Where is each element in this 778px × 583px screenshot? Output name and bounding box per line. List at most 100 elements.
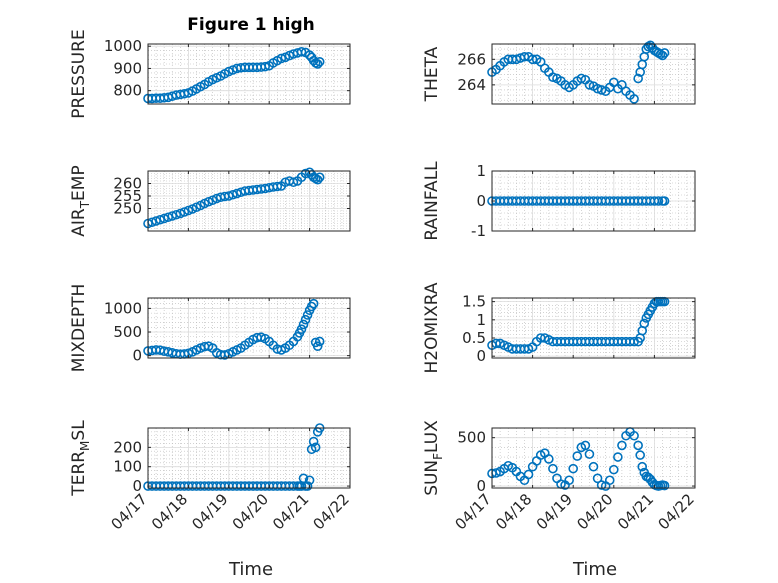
y-axis-label-part: F: [431, 453, 445, 460]
data-point: [314, 336, 325, 347]
y-axis-label-part: SUN: [422, 460, 442, 496]
y-axis-label-part: M: [78, 441, 92, 451]
panel-mixdepth: 0 500 1000 MIXDEPTH: [69, 284, 351, 373]
data-point: [548, 72, 558, 82]
y-tick-label: 0: [476, 192, 486, 210]
y-tick-label: 1.5: [462, 293, 486, 311]
data-point: [604, 475, 615, 486]
data-point: [300, 314, 311, 325]
data-point: [511, 54, 522, 65]
data-point: [304, 475, 315, 486]
data-point: [179, 88, 190, 99]
y-axis-label-part: EMP: [69, 165, 89, 201]
data-point: [653, 196, 664, 206]
data-point: [527, 54, 538, 65]
data-point: [302, 481, 313, 491]
data-point: [568, 463, 579, 474]
data-point: [219, 350, 230, 360]
data-point: [657, 50, 668, 61]
y-axis-label-sun_flux: SUNFLUX: [422, 420, 445, 496]
data-point: [584, 80, 595, 90]
y-tick-label: 100: [113, 458, 142, 476]
data-point: [572, 451, 583, 461]
y-tick-label: -1: [471, 222, 486, 240]
y-axis-label-part: LUX: [422, 420, 442, 453]
y-tick-label: 1: [476, 311, 486, 329]
data-point: [314, 172, 325, 183]
data-point: [523, 469, 534, 480]
data-point: [312, 341, 323, 351]
data-point: [639, 318, 650, 329]
y-tick-label: 800: [113, 82, 142, 100]
data-point: [298, 319, 309, 330]
data-point: [171, 209, 182, 220]
y-axis-label-h2omixra: H2OMIXRA: [422, 282, 442, 373]
data-point: [592, 83, 603, 94]
panel-h2omixra: 00.511.5 H2OMIXRA: [422, 282, 696, 374]
y-axis-label-pressure: PRESSURE: [69, 29, 89, 118]
x-axis-label-left: Time: [228, 559, 273, 580]
y-axis-label-part: T: [78, 200, 92, 209]
panel-rainfall: -1 0 1 RAINFALL: [422, 161, 696, 241]
y-axis-label-part: PRESSURE: [69, 29, 89, 118]
y-axis-label-mixdepth: MIXDEPTH: [69, 284, 89, 373]
data-point: [310, 442, 321, 453]
data-point: [580, 440, 591, 451]
y-tick-label: 260: [113, 175, 142, 193]
data-point: [588, 461, 599, 472]
y-axis-label-part: THETA: [422, 46, 442, 102]
plot-area: [492, 298, 695, 358]
axes-box: [491, 427, 696, 489]
y-axis-label-part: SL: [69, 420, 89, 441]
data-point: [633, 73, 643, 84]
data-point: [544, 454, 554, 464]
y-tick-label: 0: [476, 347, 486, 365]
panel-pressure: 800 900 1000 PRESSURE: [69, 29, 351, 119]
data-point: [548, 463, 558, 474]
y-tick-label: 0: [132, 347, 142, 365]
data-point: [276, 53, 287, 64]
y-tick-label: 500: [457, 429, 486, 447]
y-axis-label-part: TERR: [69, 451, 89, 497]
data-point: [296, 46, 307, 57]
data-point: [308, 298, 319, 309]
y-axis-label-part: MIXDEPTH: [69, 284, 89, 373]
axes-box: [491, 43, 696, 105]
data-point: [272, 181, 283, 192]
y-tick-label: 255: [113, 187, 142, 205]
data-point: [596, 480, 607, 490]
data-point: [596, 85, 607, 95]
y-axis-label-terr_msl: TERRMSL: [69, 420, 92, 497]
data-point: [564, 475, 574, 486]
data-point: [635, 450, 645, 460]
axes-box: [147, 43, 351, 105]
y-axis-label-part: RAINFALL: [422, 161, 442, 241]
data-point: [314, 56, 325, 67]
data-point: [637, 461, 648, 472]
y-tick-label: 1: [476, 162, 486, 180]
data-point: [629, 430, 639, 441]
data-point: [584, 449, 595, 459]
data-point: [308, 436, 319, 447]
x-axis-label-right: Time: [572, 559, 617, 580]
plot-area: [148, 44, 350, 104]
panel-theta: 264 266 THETA: [422, 40, 696, 105]
y-axis-label-rainfall: RAINFALL: [422, 161, 442, 241]
data-point: [608, 464, 619, 475]
data-point: [659, 48, 670, 58]
data-point: [617, 440, 627, 451]
data-point: [633, 440, 643, 451]
axes-box: [147, 170, 351, 232]
data-point: [260, 61, 270, 72]
axes-box: [147, 427, 351, 489]
y-tick-label: 200: [113, 438, 142, 456]
y-tick-label: 500: [113, 323, 142, 341]
axes-box: [491, 297, 696, 359]
y-axis-label-air_temp: AIRTEMP: [69, 165, 92, 236]
data-point: [302, 310, 313, 320]
data-point: [613, 452, 623, 462]
data-point: [312, 174, 323, 185]
data-point: [592, 473, 603, 484]
data-point: [659, 480, 670, 491]
